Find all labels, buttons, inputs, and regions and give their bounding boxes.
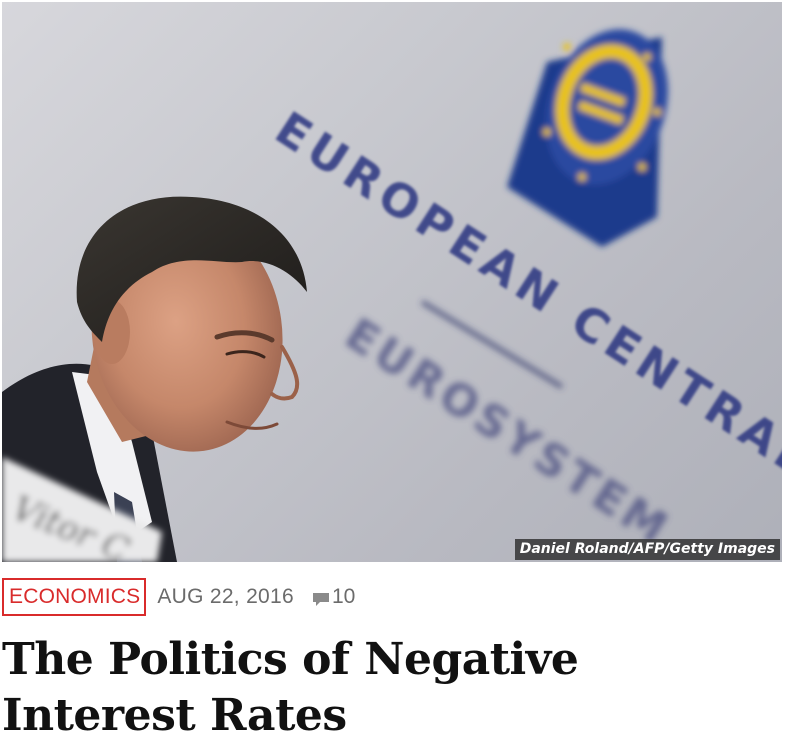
ecb-logo	[507, 29, 668, 247]
comment-bubble-icon	[313, 593, 329, 606]
comment-count: 10	[332, 585, 356, 608]
article-headline[interactable]: The Politics of Negative Interest Rates	[2, 634, 579, 741]
photo-illustration: EUROPEAN CENTRAL BANK EUROSYSTEM	[2, 29, 782, 562]
photo-credit: Daniel Roland/AFP/Getty Images	[514, 539, 780, 560]
publish-date: AUG 22, 2016	[157, 585, 294, 608]
comments-link[interactable]: 10	[312, 585, 355, 609]
article-photo[interactable]: EUROPEAN CENTRAL BANK EUROSYSTEM	[2, 2, 782, 562]
article-meta: ECONOMICS AUG 22, 2016 10	[2, 578, 355, 616]
category-tag[interactable]: ECONOMICS	[2, 578, 147, 616]
